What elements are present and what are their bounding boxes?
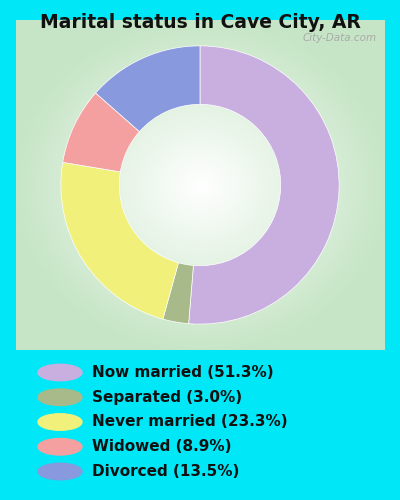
Circle shape [38, 414, 82, 430]
Text: Separated (3.0%): Separated (3.0%) [92, 390, 242, 405]
Text: Now married (51.3%): Now married (51.3%) [92, 365, 274, 380]
Wedge shape [61, 162, 178, 319]
Circle shape [38, 389, 82, 406]
Wedge shape [63, 93, 140, 172]
Text: Widowed (8.9%): Widowed (8.9%) [92, 440, 232, 454]
Text: City-Data.com: City-Data.com [302, 33, 377, 43]
Wedge shape [163, 263, 194, 324]
Wedge shape [189, 46, 339, 324]
Wedge shape [96, 46, 200, 132]
Circle shape [38, 364, 82, 381]
Text: Divorced (13.5%): Divorced (13.5%) [92, 464, 239, 479]
Text: Marital status in Cave City, AR: Marital status in Cave City, AR [40, 12, 360, 32]
Circle shape [38, 438, 82, 455]
Circle shape [38, 463, 82, 480]
Text: Never married (23.3%): Never married (23.3%) [92, 414, 288, 430]
